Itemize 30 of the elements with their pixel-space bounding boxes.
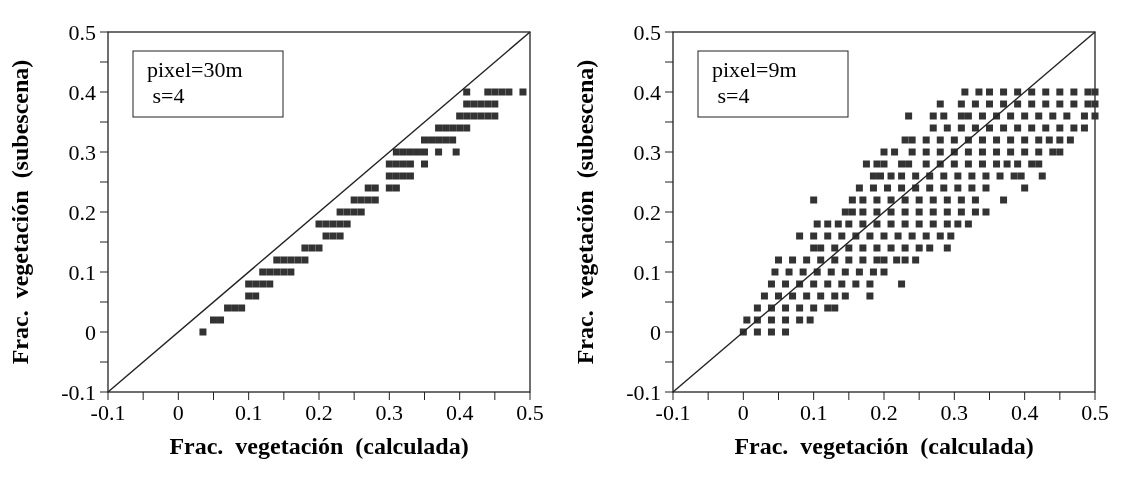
x-tick-label: 0.5 xyxy=(1081,400,1109,425)
x-tick-label: 0.2 xyxy=(870,400,898,425)
y-axis-title: Frac. vegetación (subescena) xyxy=(7,59,33,365)
y-tick-label: 0.1 xyxy=(68,259,96,285)
y-axis-title: Frac. vegetación (subescena) xyxy=(572,59,598,365)
x-axis-title: Frac. vegetación (calculada) xyxy=(734,433,1034,459)
x-tick-label: 0 xyxy=(737,400,749,425)
y-tick-label: 0 xyxy=(650,319,661,345)
x-tick-label: 0.4 xyxy=(1010,400,1039,425)
y-tick-label: 0.2 xyxy=(633,199,661,225)
y-tick-label: 0.2 xyxy=(68,199,96,225)
x-tick-label: 0.3 xyxy=(940,400,969,425)
y-tick-label: 0.4 xyxy=(633,79,661,105)
x-axis-title: Frac. vegetación (calculada) xyxy=(169,433,469,459)
x-tick-label: 0.5 xyxy=(516,400,544,425)
x-tick-label: 0.2 xyxy=(305,400,333,425)
y-tick-label: 0.1 xyxy=(633,259,661,285)
annotation: pixel=9m s=4 xyxy=(712,57,797,108)
y-tick-label: 0.3 xyxy=(68,139,96,165)
y-tick-label: 0.3 xyxy=(633,139,661,165)
x-tick-label: 0.1 xyxy=(799,400,828,425)
y-tick-label: 0.4 xyxy=(68,79,96,105)
x-tick-label: 0.1 xyxy=(234,400,263,425)
y-tick-label: 0.5 xyxy=(633,19,661,45)
annotation: pixel=30m s=4 xyxy=(147,57,243,108)
y-tick-label: 0 xyxy=(85,319,96,345)
x-tick-label: 0.4 xyxy=(445,400,474,425)
x-tick-label: 0 xyxy=(172,400,184,425)
y-tick-label: 0.5 xyxy=(68,19,96,45)
x-tick-label: 0.3 xyxy=(375,400,404,425)
